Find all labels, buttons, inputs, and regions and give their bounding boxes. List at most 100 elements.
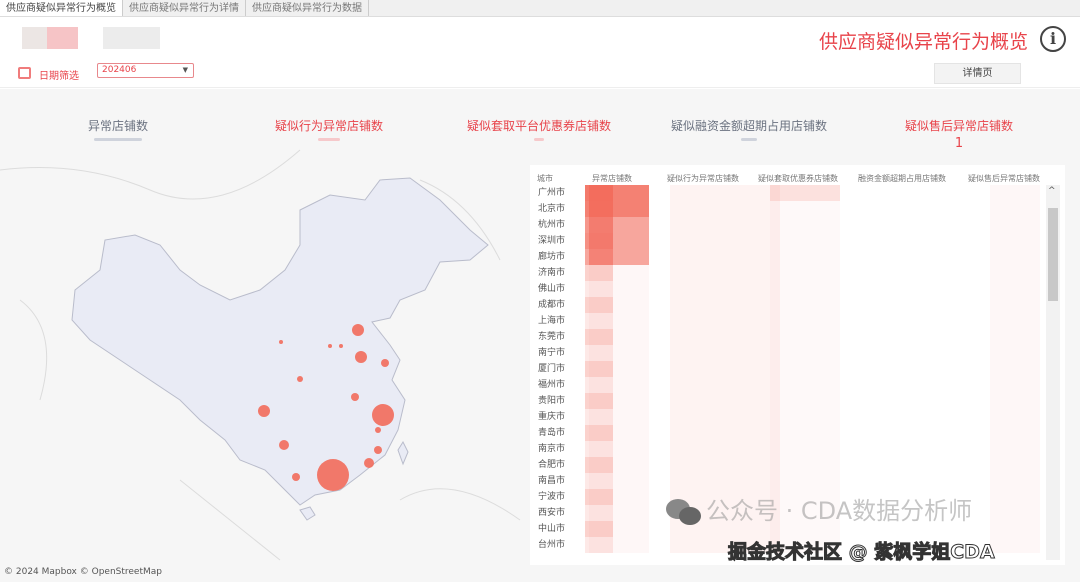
heat-cell[interactable] — [770, 537, 840, 553]
scroll-up-icon[interactable]: ^ — [1048, 186, 1056, 196]
heat-cell[interactable] — [589, 313, 649, 329]
heat-cell[interactable] — [589, 249, 649, 265]
heat-cell[interactable] — [770, 457, 840, 473]
heat-cell[interactable] — [585, 361, 613, 377]
table-row[interactable]: 南京市 — [530, 441, 1045, 457]
table-row[interactable]: 上海市 — [530, 313, 1045, 329]
heat-cell[interactable] — [670, 217, 780, 233]
table-row[interactable]: 广州市 — [530, 185, 1045, 201]
china-map[interactable] — [0, 89, 530, 582]
heat-cell[interactable] — [670, 361, 780, 377]
city-bubble[interactable] — [328, 344, 332, 348]
heat-cell[interactable] — [770, 441, 840, 457]
table-row[interactable]: 合肥市 — [530, 457, 1045, 473]
table-row[interactable]: 宁波市 — [530, 489, 1045, 505]
heat-cell[interactable] — [589, 441, 649, 457]
heat-cell[interactable] — [585, 489, 613, 505]
column-header-coupon[interactable]: 疑似套取优惠券店铺数 — [758, 174, 838, 183]
info-circle-icon[interactable]: i — [1040, 26, 1066, 52]
heat-cell[interactable] — [990, 265, 1040, 281]
heat-cell[interactable] — [589, 377, 649, 393]
heat-cell[interactable] — [585, 441, 613, 457]
heat-cell[interactable] — [589, 361, 649, 377]
heat-cell[interactable] — [990, 201, 1040, 217]
heat-cell[interactable] — [589, 265, 649, 281]
heat-cell[interactable] — [770, 249, 840, 265]
column-header-abnormal[interactable]: 异常店铺数 — [592, 174, 632, 183]
heat-cell[interactable] — [990, 217, 1040, 233]
detail-page-button[interactable]: 详情页 — [934, 63, 1021, 84]
heat-cell[interactable] — [770, 361, 840, 377]
heat-cell[interactable] — [589, 217, 649, 233]
heat-cell[interactable] — [585, 537, 613, 553]
table-row[interactable]: 台州市 — [530, 537, 1045, 553]
city-bubble[interactable] — [279, 340, 283, 344]
table-row[interactable]: 深圳市 — [530, 233, 1045, 249]
heat-cell[interactable] — [670, 297, 780, 313]
city-bubble[interactable] — [355, 351, 367, 363]
heat-cell[interactable] — [589, 521, 649, 537]
heat-cell[interactable] — [589, 329, 649, 345]
city-bubble[interactable] — [317, 459, 349, 491]
heat-cell[interactable] — [585, 457, 613, 473]
city-bubble[interactable] — [352, 324, 364, 336]
heat-cell[interactable] — [589, 281, 649, 297]
heat-cell[interactable] — [670, 489, 780, 505]
heat-cell[interactable] — [990, 377, 1040, 393]
city-bubble[interactable] — [279, 440, 289, 450]
city-bubble[interactable] — [381, 359, 389, 367]
city-bubble[interactable] — [372, 404, 394, 426]
table-row[interactable]: 佛山市 — [530, 281, 1045, 297]
heat-cell[interactable] — [990, 441, 1040, 457]
heat-cell[interactable] — [585, 505, 613, 521]
heat-cell[interactable] — [990, 489, 1040, 505]
heat-cell[interactable] — [990, 457, 1040, 473]
tab-overview[interactable]: 供应商疑似异常行为概览 — [0, 0, 123, 16]
heat-cell[interactable] — [585, 345, 613, 361]
heat-cell[interactable] — [670, 409, 780, 425]
table-row[interactable]: 厦门市 — [530, 361, 1045, 377]
heat-cell[interactable] — [770, 473, 840, 489]
city-bubble[interactable] — [258, 405, 270, 417]
tab-details[interactable]: 供应商疑似异常行为详情 — [123, 0, 246, 16]
heat-cell[interactable] — [670, 281, 780, 297]
column-header-behavior[interactable]: 疑似行为异常店铺数 — [667, 174, 739, 183]
table-row[interactable]: 中山市 — [530, 521, 1045, 537]
heat-cell[interactable] — [589, 425, 649, 441]
column-header-financing[interactable]: 融资金额超期占用店铺数 — [858, 174, 946, 183]
heat-cell[interactable] — [990, 297, 1040, 313]
tab-data[interactable]: 供应商疑似异常行为数据 — [246, 0, 369, 16]
heat-cell[interactable] — [770, 329, 840, 345]
heat-cell[interactable] — [585, 297, 613, 313]
heat-cell[interactable] — [585, 377, 613, 393]
heat-cell[interactable] — [589, 489, 649, 505]
heat-cell[interactable] — [670, 185, 780, 201]
scrollbar-thumb[interactable] — [1048, 208, 1058, 301]
heat-cell[interactable] — [770, 345, 840, 361]
table-row[interactable]: 重庆市 — [530, 409, 1045, 425]
heat-cell[interactable] — [770, 393, 840, 409]
heat-cell[interactable] — [770, 217, 840, 233]
heat-cell[interactable] — [990, 521, 1040, 537]
heat-cell[interactable] — [990, 281, 1040, 297]
heat-cell[interactable] — [990, 361, 1040, 377]
heat-cell[interactable] — [670, 313, 780, 329]
city-bubble[interactable] — [297, 376, 303, 382]
heat-cell[interactable] — [670, 265, 780, 281]
column-header-aftersales[interactable]: 疑似售后异常店铺数 — [968, 174, 1040, 183]
city-bubble[interactable] — [374, 446, 382, 454]
table-row[interactable]: 济南市 — [530, 265, 1045, 281]
heat-cell[interactable] — [770, 297, 840, 313]
heat-cell[interactable] — [585, 425, 613, 441]
heat-cell[interactable] — [585, 281, 613, 297]
table-row[interactable]: 青岛市 — [530, 425, 1045, 441]
heat-cell[interactable] — [585, 265, 613, 281]
heat-cell[interactable] — [990, 393, 1040, 409]
heat-cell[interactable] — [990, 313, 1040, 329]
heat-cell[interactable] — [670, 249, 780, 265]
table-row[interactable]: 贵阳市 — [530, 393, 1045, 409]
table-row[interactable]: 东莞市 — [530, 329, 1045, 345]
heat-cell[interactable] — [770, 201, 840, 217]
table-row[interactable]: 南昌市 — [530, 473, 1045, 489]
heat-cell[interactable] — [589, 233, 649, 249]
